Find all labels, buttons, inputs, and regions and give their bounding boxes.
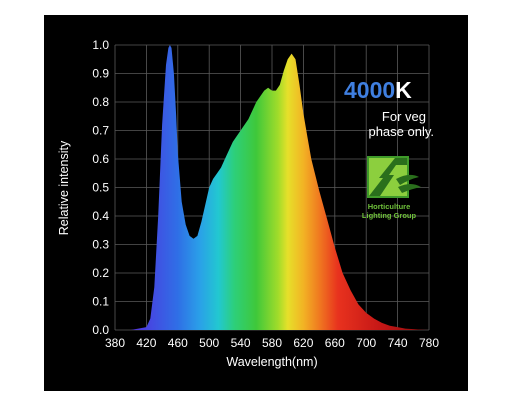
logo-line-1: Horticulture bbox=[368, 202, 411, 211]
spectrum-chart: 0.0 0.1 0.2 0.3 0.4 0.5 0.6 0.7 0.8 0.9 1.0 380 420… bbox=[57, 38, 439, 369]
spectrum-layer bbox=[115, 45, 429, 330]
x-tick-label: 740 bbox=[388, 336, 408, 350]
x-tick-label: 500 bbox=[199, 336, 219, 350]
cct-value: 4000 bbox=[344, 77, 395, 103]
x-tick-label: 460 bbox=[168, 336, 188, 350]
y-tick-label: 0.3 bbox=[92, 238, 109, 252]
cct-label: 4000K bbox=[344, 77, 412, 103]
y-tick-labels: 0.0 0.1 0.2 0.3 0.4 0.5 0.6 0.7 0.8 0.9 1.0 bbox=[92, 38, 109, 337]
x-tick-label: 380 bbox=[105, 336, 125, 350]
x-tick-label: 540 bbox=[231, 336, 251, 350]
x-tick-label: 700 bbox=[356, 336, 376, 350]
y-tick-label: 0.4 bbox=[92, 209, 109, 223]
horticulture-logo: Horticulture Lighting Group bbox=[362, 156, 421, 220]
y-tick-label: 0.5 bbox=[92, 181, 109, 195]
cct-unit: K bbox=[395, 77, 412, 103]
x-tick-label: 620 bbox=[293, 336, 313, 350]
logo-line-2: Lighting Group bbox=[362, 211, 417, 220]
y-tick-label: 0.8 bbox=[92, 95, 109, 109]
svg-text:4000K: 4000K bbox=[344, 77, 412, 103]
y-tick-label: 0.1 bbox=[92, 295, 109, 309]
chart-panel: 0.0 0.1 0.2 0.3 0.4 0.5 0.6 0.7 0.8 0.9 1.0 380 420… bbox=[44, 15, 468, 391]
logo-emblem-icon bbox=[367, 156, 421, 198]
note-line-2: phase only. bbox=[368, 124, 434, 139]
y-tick-label: 0.9 bbox=[92, 67, 109, 81]
note-line-1: For veg bbox=[382, 109, 426, 124]
x-tick-label: 780 bbox=[419, 336, 439, 350]
y-tick-label: 0.0 bbox=[92, 323, 109, 337]
x-tick-labels: 380 420 460 500 540 580 620 660 700 740 780 bbox=[105, 336, 439, 350]
spectrum-area bbox=[115, 45, 429, 330]
y-tick-label: 0.2 bbox=[92, 266, 109, 280]
y-tick-label: 1.0 bbox=[92, 38, 109, 52]
x-tick-label: 580 bbox=[262, 336, 282, 350]
y-tick-label: 0.6 bbox=[92, 152, 109, 166]
x-tick-label: 420 bbox=[136, 336, 156, 350]
y-tick-label: 0.7 bbox=[92, 124, 109, 138]
x-axis-label: Wavelength(nm) bbox=[226, 355, 317, 369]
y-axis-label: Relative intensity bbox=[57, 140, 71, 235]
x-tick-label: 660 bbox=[325, 336, 345, 350]
